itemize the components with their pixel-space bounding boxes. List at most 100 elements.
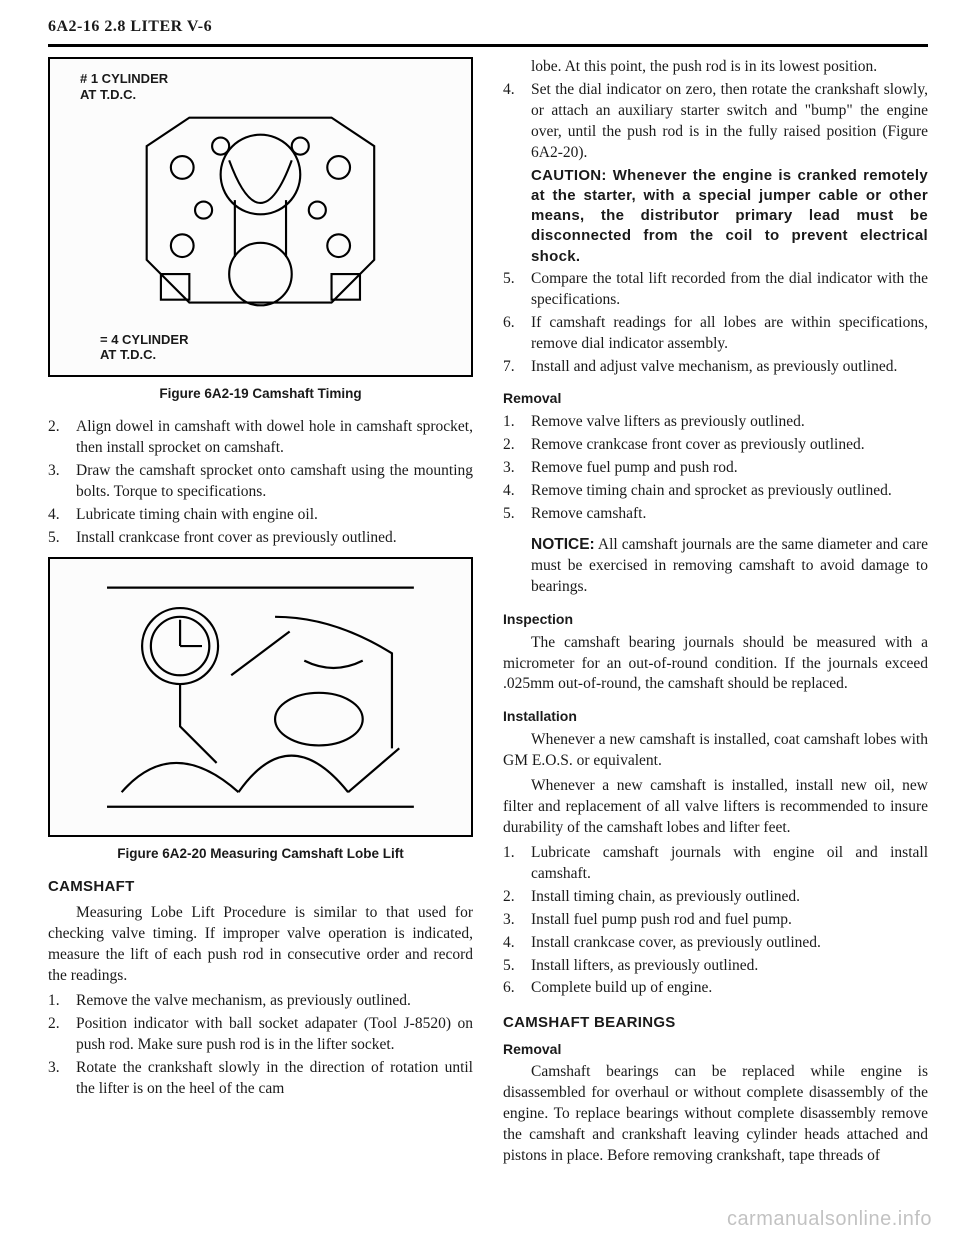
fig2-caption: Figure 6A2-20 Measuring Camshaft Lobe Li… — [48, 845, 473, 863]
item-number: 5. — [503, 504, 531, 525]
removal-heading: Removal — [503, 389, 928, 408]
list-item: 6.If camshaft readings for all lobes are… — [503, 313, 928, 355]
item-number: 7. — [503, 357, 531, 378]
item-number: 3. — [503, 910, 531, 931]
header-rule — [48, 44, 928, 47]
camshaft-heading: CAMSHAFT — [48, 877, 473, 897]
installation-p1: Whenever a new camshaft is installed, co… — [503, 730, 928, 772]
list-item: 2.Remove crankcase front cover as previo… — [503, 435, 928, 456]
left-column: # 1 CYLINDER AT T.D.C. — [48, 57, 473, 1171]
installation-heading: Installation — [503, 707, 928, 726]
item-text: Lubricate timing chain with engine oil. — [76, 505, 473, 526]
list-item: 5.Remove camshaft. — [503, 504, 928, 525]
camshaft-paragraph: Measuring Lobe Lift Procedure is similar… — [48, 903, 473, 987]
list-item: 4.Lubricate timing chain with engine oil… — [48, 505, 473, 526]
item-number: 4. — [48, 505, 76, 526]
right-cont-list: lobe. At this point, the push rod is in … — [503, 57, 928, 164]
list-item: 1.Remove valve lifters as previously out… — [503, 412, 928, 433]
item-number: 2. — [503, 887, 531, 908]
figure-6a2-20 — [48, 557, 473, 837]
list-item: 5.Install crankcase front cover as previ… — [48, 528, 473, 549]
list-item: 1.Remove the valve mechanism, as previou… — [48, 991, 473, 1012]
item-text: Install crankcase cover, as previously o… — [531, 933, 928, 954]
list-item: 4.Set the dial indicator on zero, then r… — [503, 80, 928, 164]
item-number: 4. — [503, 80, 531, 164]
list-item: 4.Install crankcase cover, as previously… — [503, 933, 928, 954]
list-item: 2.Install timing chain, as previously ou… — [503, 887, 928, 908]
item-text: Set the dial indicator on zero, then rot… — [531, 80, 928, 164]
inspection-heading: Inspection — [503, 610, 928, 629]
left-list-2: 1.Remove the valve mechanism, as previou… — [48, 991, 473, 1100]
item-number: 2. — [48, 417, 76, 459]
fig1-label-bottom-l1: = 4 CYLINDER — [100, 332, 189, 347]
item-text: Install fuel pump push rod and fuel pump… — [531, 910, 928, 931]
item-number: 4. — [503, 481, 531, 502]
item-text: Remove timing chain and sprocket as prev… — [531, 481, 928, 502]
list-item: 5.Install lifters, as previously outline… — [503, 956, 928, 977]
item-text: Install and adjust valve mechanism, as p… — [531, 357, 928, 378]
item-text: If camshaft readings for all lobes are w… — [531, 313, 928, 355]
lobe-lift-diagram-icon — [71, 573, 450, 821]
fig1-label-bottom: = 4 CYLINDER AT T.D.C. — [100, 332, 189, 363]
content-columns: # 1 CYLINDER AT T.D.C. — [48, 57, 928, 1171]
item-text: Align dowel in camshaft with dowel hole … — [76, 417, 473, 459]
item-number: 5. — [503, 956, 531, 977]
item-text: Lubricate camshaft journals with engine … — [531, 843, 928, 885]
figure-6a2-19: # 1 CYLINDER AT T.D.C. — [48, 57, 473, 377]
right-column: lobe. At this point, the push rod is in … — [503, 57, 928, 1171]
bearings-paragraph: Camshaft bearings can be replaced while … — [503, 1062, 928, 1167]
item-number: 4. — [503, 933, 531, 954]
inspection-paragraph: The camshaft bearing journals should be … — [503, 633, 928, 696]
item-text: Install timing chain, as previously outl… — [531, 887, 928, 908]
item-text: Remove crankcase front cover as previous… — [531, 435, 928, 456]
page-header: 6A2-16 2.8 LITER V-6 — [48, 18, 928, 36]
timing-diagram-icon — [71, 75, 450, 359]
item-number: 1. — [48, 991, 76, 1012]
caution-block: CAUTION: Whenever the engine is cranked … — [531, 166, 928, 267]
list-item: 5.Compare the total lift recorded from t… — [503, 269, 928, 311]
list-item: lobe. At this point, the push rod is in … — [503, 57, 928, 78]
right-cont-list-2: 5.Compare the total lift recorded from t… — [503, 269, 928, 378]
item-number: 6. — [503, 978, 531, 999]
item-number: 5. — [503, 269, 531, 311]
list-item: 1.Lubricate camshaft journals with engin… — [503, 843, 928, 885]
item-number — [503, 57, 531, 78]
item-number: 6. — [503, 313, 531, 355]
fig1-label-top: # 1 CYLINDER AT T.D.C. — [80, 71, 168, 102]
removal-list: 1.Remove valve lifters as previously out… — [503, 412, 928, 525]
item-number: 3. — [503, 458, 531, 479]
notice-block: NOTICE: All camshaft journals are the sa… — [531, 535, 928, 598]
item-number: 1. — [503, 843, 531, 885]
fig1-label-top-l2: AT T.D.C. — [80, 87, 136, 102]
bearings-heading: CAMSHAFT BEARINGS — [503, 1013, 928, 1033]
item-text: Install crankcase front cover as previou… — [76, 528, 473, 549]
fig1-label-bottom-l2: AT T.D.C. — [100, 347, 156, 362]
item-text: Compare the total lift recorded from the… — [531, 269, 928, 311]
item-number: 2. — [503, 435, 531, 456]
installation-list: 1.Lubricate camshaft journals with engin… — [503, 843, 928, 999]
list-item: 3.Draw the camshaft sprocket onto camsha… — [48, 461, 473, 503]
item-text: Remove valve lifters as previously outli… — [531, 412, 928, 433]
item-text: Install lifters, as previously outlined. — [531, 956, 928, 977]
list-item: 3.Rotate the crankshaft slowly in the di… — [48, 1058, 473, 1100]
item-number: 1. — [503, 412, 531, 433]
list-item: 3.Remove fuel pump and push rod. — [503, 458, 928, 479]
installation-p2: Whenever a new camshaft is installed, in… — [503, 776, 928, 839]
item-text: Remove fuel pump and push rod. — [531, 458, 928, 479]
item-text: Remove camshaft. — [531, 504, 928, 525]
item-number: 5. — [48, 528, 76, 549]
fig1-label-top-l1: # 1 CYLINDER — [80, 71, 168, 86]
item-number: 3. — [48, 1058, 76, 1100]
item-text: Draw the camshaft sprocket onto camshaft… — [76, 461, 473, 503]
item-text: Position indicator with ball socket adap… — [76, 1014, 473, 1056]
bearings-removal-heading: Removal — [503, 1040, 928, 1059]
list-item: 2.Position indicator with ball socket ad… — [48, 1014, 473, 1056]
item-text: Remove the valve mechanism, as previousl… — [76, 991, 473, 1012]
list-item: 4.Remove timing chain and sprocket as pr… — [503, 481, 928, 502]
list-item: 6.Complete build up of engine. — [503, 978, 928, 999]
notice-label: NOTICE: — [531, 536, 595, 553]
left-list-1: 2.Align dowel in camshaft with dowel hol… — [48, 417, 473, 549]
watermark: carmanualsonline.info — [727, 1208, 932, 1231]
item-text: Rotate the crankshaft slowly in the dire… — [76, 1058, 473, 1100]
fig1-caption: Figure 6A2-19 Camshaft Timing — [48, 385, 473, 403]
